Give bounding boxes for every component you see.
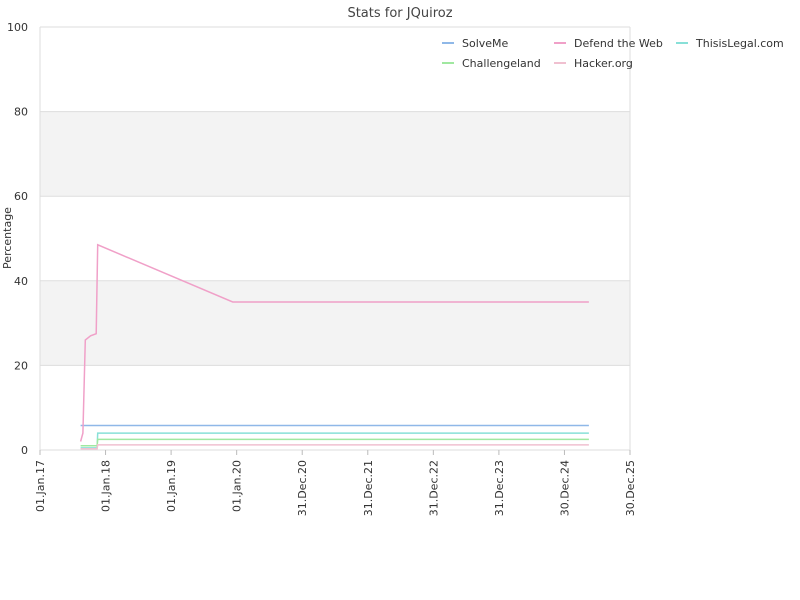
- x-tick-label: 30.Dec.25: [624, 460, 637, 516]
- series-line: [80, 444, 589, 450]
- series-lines: [79, 243, 589, 450]
- plot-background-bands: [40, 111, 630, 366]
- legend: SolveMe Defend the Web ThisisLegal.com Chal…: [442, 37, 784, 70]
- series-line: [80, 438, 589, 447]
- x-tick-label: 01.Jan.19: [165, 460, 178, 512]
- gridlines: [40, 26, 630, 451]
- x-tick-label: 31.Dec.21: [362, 460, 375, 516]
- y-tick-label: 0: [21, 444, 28, 457]
- x-tick-label: 30.Dec.24: [558, 460, 571, 516]
- x-tick-label: 01.Jan.18: [100, 460, 113, 512]
- legend-label: SolveMe: [462, 37, 509, 50]
- legend-label: Challengeland: [462, 57, 541, 70]
- y-tick-label: 20: [14, 359, 28, 372]
- legend-label: Defend the Web: [574, 37, 663, 50]
- y-tick-label: 100: [7, 21, 28, 34]
- y-axis-label: Percentage: [1, 207, 14, 269]
- x-tick-labels: 01.Jan.17 01.Jan.18 01.Jan.19 01.Jan.20 31.D…: [34, 450, 637, 516]
- x-tick-label: 31.Dec.20: [296, 460, 309, 516]
- y-tick-label: 80: [14, 106, 28, 119]
- background-band: [40, 111, 630, 197]
- series-line: [79, 243, 589, 442]
- legend-label: Hacker.org: [574, 57, 633, 70]
- axes: [39, 27, 631, 451]
- x-tick-label: 31.Dec.22: [427, 460, 440, 516]
- y-tick-label: 40: [14, 275, 28, 288]
- x-tick-label: 31.Dec.23: [493, 460, 506, 516]
- x-tick-label: 01.Jan.20: [231, 460, 244, 512]
- y-tick-label: 60: [14, 190, 28, 203]
- series-line: [80, 432, 589, 449]
- y-tick-labels: 0 20 40 60 80 100: [7, 21, 28, 457]
- x-tick-label: 01.Jan.17: [34, 460, 47, 512]
- legend-label: ThisisLegal.com: [695, 37, 784, 50]
- chart-title: Stats for JQuiroz: [347, 6, 452, 21]
- background-band: [40, 280, 630, 366]
